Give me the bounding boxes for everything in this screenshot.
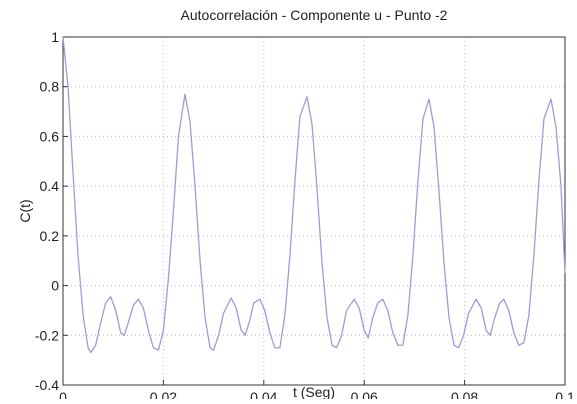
- x-tick-label: 0.1: [555, 389, 575, 399]
- data-line: [62, 36, 566, 354]
- y-axis-label: C(t): [17, 199, 33, 222]
- x-tick-label: 0.04: [250, 389, 277, 399]
- y-tick-label: 1: [51, 29, 59, 45]
- chart-title: Autocorrelación - Componente u - Punto -…: [181, 7, 448, 23]
- y-tick-label: 0: [51, 278, 59, 294]
- x-tick-label: 0: [59, 389, 67, 399]
- x-tick-label: 0.08: [451, 389, 478, 399]
- y-tick-label: 0.8: [40, 79, 60, 95]
- y-tick-label: -0.4: [35, 377, 59, 393]
- plot-frame: [62, 36, 566, 386]
- y-tick-label: 0.4: [40, 178, 60, 194]
- x-tick-label: 0.02: [150, 389, 177, 399]
- y-tick-label: 0.2: [40, 228, 60, 244]
- y-tick-label: -0.2: [35, 327, 59, 343]
- x-axis-label: t (Seg): [293, 384, 335, 399]
- y-tick-label: 0.6: [40, 128, 60, 144]
- x-tick-label: 0.06: [351, 389, 378, 399]
